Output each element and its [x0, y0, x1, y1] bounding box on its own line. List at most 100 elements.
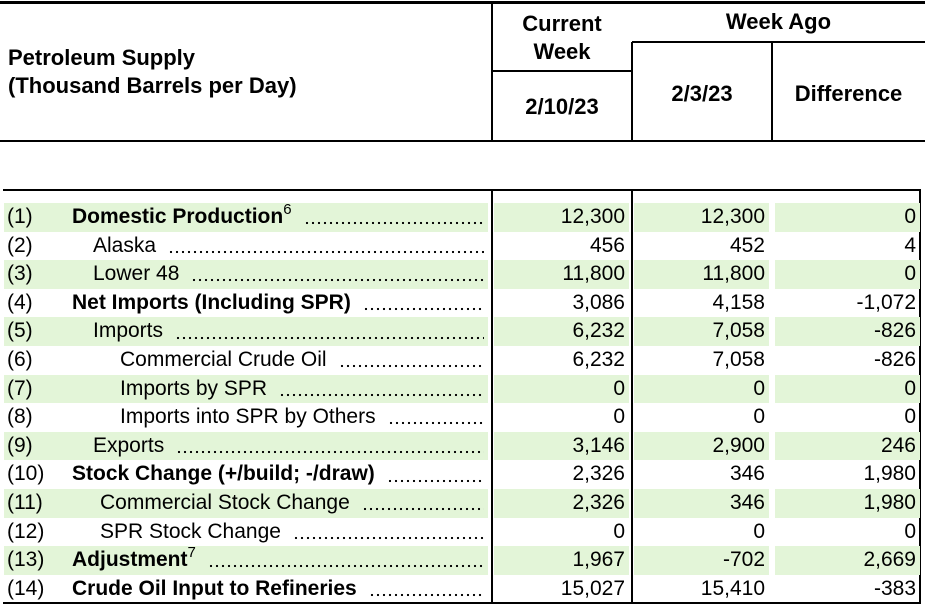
row-number: (3) [7, 262, 33, 286]
week-ago: Week Ago [725, 9, 832, 34]
week-ago-value: 15,410 [700, 576, 765, 600]
leader [292, 535, 484, 540]
leader [191, 278, 484, 283]
difference-value: 0 [775, 203, 920, 232]
leader [176, 450, 484, 455]
leader [386, 478, 484, 483]
leader [303, 221, 484, 226]
week-ago-value: 452 [729, 233, 765, 257]
difference-value: -383 [873, 576, 916, 600]
label-text: Commercial Stock Change [100, 491, 350, 514]
difference-value: 2,669 [775, 546, 920, 575]
week-ago-value: 7,058 [634, 317, 769, 346]
current-value: 456 [589, 233, 625, 257]
title-line: (Thousand Barrels per Day) [8, 73, 297, 98]
label-text: Imports [93, 319, 164, 343]
current-date: 2/10/23 [525, 94, 599, 119]
row-number: (12) [7, 519, 45, 543]
current-value: 2,326 [572, 462, 625, 486]
row-number: (9) [7, 433, 33, 457]
label-text: Imports by SPR [120, 376, 268, 400]
row-label: Imports into SPR by Others [120, 403, 376, 432]
row-label-cell: (9) Exports [4, 431, 488, 461]
row-label-cell: (1) Domestic Production6 [4, 201, 488, 232]
row-label: Lower 48 [93, 260, 179, 289]
week-ago-value: -702 [634, 546, 769, 575]
current-value: 0 [613, 519, 625, 543]
difference-value: 246 [775, 431, 920, 461]
current-value: 6,232 [572, 348, 625, 371]
header-rule [632, 41, 925, 43]
row-number: (11) [7, 491, 43, 514]
label-text: SPR Stock Change [100, 519, 281, 543]
row-number: (7) [7, 376, 33, 400]
label-text: Imports into SPR by Others [120, 405, 376, 429]
col-rule [771, 42, 773, 141]
current-value: 2,326 [494, 489, 629, 518]
label-text: Commercial Crude Oil [120, 348, 327, 371]
body-frame [3, 189, 921, 604]
footnote: 6 [283, 201, 292, 218]
leader [279, 392, 484, 397]
label-text: Exports [93, 433, 165, 457]
label-text: Net Imports (Including SPR) [72, 290, 351, 314]
row-label: Exports [93, 432, 164, 461]
difference-value: 4 [904, 233, 916, 257]
current-value: 6,232 [494, 317, 629, 346]
row-number: (10) [7, 462, 45, 486]
label-text: Lower 48 [93, 262, 180, 286]
current-value: 12,300 [494, 203, 629, 232]
row-number: (13) [7, 548, 45, 572]
leader [207, 564, 484, 569]
title-line: Petroleum Supply [8, 45, 196, 70]
row-label-cell: (8) Imports into SPR by Others [4, 403, 488, 432]
row-number: (14) [7, 576, 45, 600]
footnote: 7 [187, 544, 196, 562]
label-text: Domestic Production [72, 205, 284, 228]
row-number: (5) [7, 319, 33, 343]
row-label: Imports by SPR [120, 375, 267, 404]
row-label: Crude Oil Input to Refineries [72, 575, 357, 604]
row-label-cell: (7) Imports by SPR [4, 374, 488, 404]
row-label: Adjustment7 [72, 544, 196, 575]
leader [175, 335, 484, 340]
col-rule [631, 190, 633, 604]
row-label: SPR Stock Change [100, 518, 281, 547]
difference-value: 1,980 [775, 489, 920, 518]
row-label-cell: (12) SPR Stock Change [4, 518, 488, 547]
row-label: Commercial Crude Oil [120, 346, 327, 375]
row-label-cell: (14) Crude Oil Input to Refineries [4, 575, 488, 604]
row-label: Commercial Stock Change [100, 489, 350, 518]
row-label-cell: (11) Commercial Stock Change [4, 489, 488, 518]
row-number: (8) [7, 405, 33, 429]
difference-value: 0 [904, 519, 916, 543]
row-label-cell: (10) Stock Change (+/build; -/draw) [4, 460, 488, 489]
header-rule [492, 70, 632, 72]
week-ago-value: 12,300 [634, 203, 769, 232]
difference-value: 0 [904, 405, 916, 429]
col-rule [491, 3, 493, 141]
row-number: (4) [7, 290, 33, 314]
row-number: (6) [7, 348, 33, 371]
current-value: 0 [494, 374, 629, 404]
leader [368, 593, 484, 598]
current-value: 3,146 [494, 431, 629, 461]
week-ago-value: 4,158 [712, 290, 765, 314]
row-label-cell: (3) Lower 48 [4, 260, 488, 289]
week-ago-value: 2,900 [634, 431, 769, 461]
current-week: Current Week [522, 11, 602, 64]
row-number: (1) [7, 205, 33, 228]
row-label: Stock Change (+/build; -/draw) [72, 460, 375, 489]
row-label: Net Imports (Including SPR) [72, 289, 351, 318]
col-rule [631, 42, 633, 141]
label-text: Adjustment [72, 548, 188, 572]
current-value: 0 [613, 405, 625, 429]
row-number: (2) [7, 233, 33, 257]
current-value: 15,027 [560, 576, 625, 600]
row-label: Domestic Production6 [72, 201, 292, 232]
leader [338, 364, 484, 369]
week-ago-value: 346 [729, 462, 765, 486]
difference-value: -826 [873, 348, 916, 371]
difference-value: 0 [775, 374, 920, 404]
